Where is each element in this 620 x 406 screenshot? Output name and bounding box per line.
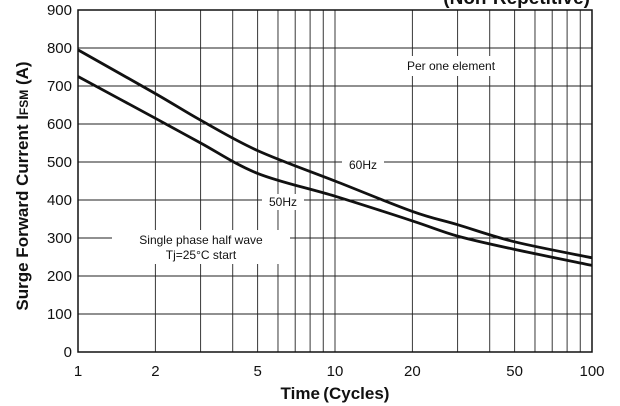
chart-title: (Non-Repetitive) <box>443 0 590 9</box>
y-axis-title: Surge Forward Current IFSM (A) <box>13 61 32 310</box>
x-tick-label: 20 <box>404 363 421 380</box>
y-tick-label: 500 <box>47 154 72 171</box>
x-tick-labels: 1 2 5 10 20 50 100 <box>74 363 605 380</box>
annotation-single-phase: Single phase half wave <box>139 233 263 247</box>
x-tick-label: 1 <box>74 363 82 380</box>
y-tick-label: 600 <box>47 116 72 133</box>
series-line-60hz <box>77 48 593 260</box>
x-tick-label: 10 <box>327 363 344 380</box>
x-tick-label: 100 <box>579 363 604 380</box>
series-lines <box>77 48 593 267</box>
y-tick-label: 900 <box>47 2 72 19</box>
condition-box <box>112 230 290 264</box>
annotation-tj-start: Tj=25°C start <box>166 248 237 262</box>
series-label-50hz: 50Hz <box>269 195 297 209</box>
y-tick-label: 800 <box>47 40 72 57</box>
y-axis-label-main: Surge Forward Current I <box>13 115 32 311</box>
label-50hz-bg <box>262 194 304 210</box>
y-tick-label: 400 <box>47 192 72 209</box>
series-label-60hz: 60Hz <box>349 158 377 172</box>
y-tick-label: 200 <box>47 268 72 285</box>
x-tick-label: 50 <box>506 363 523 380</box>
y-axis-label-unit: (A) <box>13 61 32 89</box>
series-line-50hz <box>77 75 593 267</box>
y-tick-label: 700 <box>47 78 72 95</box>
y-tick-labels: 0 100 200 300 400 500 600 700 800 900 <box>47 2 72 361</box>
x-tick-label: 5 <box>253 363 261 380</box>
y-axis-label-subscript: FSM <box>17 90 31 115</box>
annotation-per-one-element: Per one element <box>407 59 496 73</box>
label-60hz-bg <box>342 157 384 173</box>
per-element-box <box>392 56 510 76</box>
x-tick-label: 2 <box>151 363 159 380</box>
x-axis-title: Time (Cycles) <box>281 384 390 403</box>
y-tick-label: 300 <box>47 230 72 247</box>
y-tick-label: 100 <box>47 306 72 323</box>
y-tick-label: 0 <box>64 344 72 361</box>
plot-frame <box>77 9 593 353</box>
